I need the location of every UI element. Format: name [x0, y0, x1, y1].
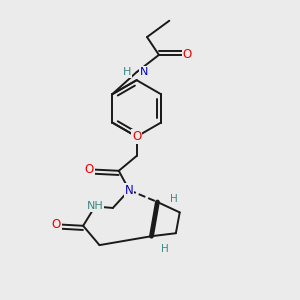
Text: NH: NH	[87, 202, 103, 212]
Text: O: O	[132, 130, 141, 143]
Text: O: O	[52, 218, 61, 231]
Text: N: N	[140, 67, 148, 77]
Text: H: H	[123, 67, 131, 77]
Text: O: O	[182, 48, 192, 62]
Text: H: H	[161, 244, 169, 254]
Text: H: H	[170, 194, 178, 204]
Text: N: N	[125, 184, 134, 196]
Text: O: O	[84, 163, 94, 176]
